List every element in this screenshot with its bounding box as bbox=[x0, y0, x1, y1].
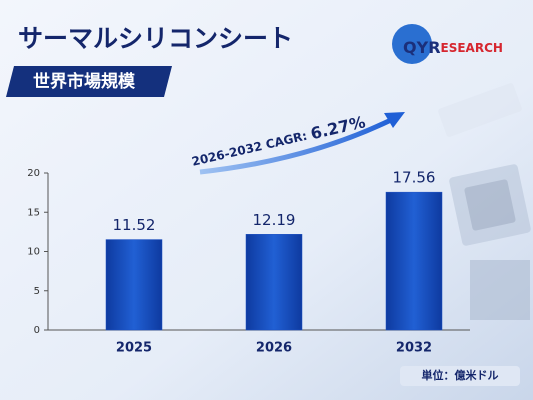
value-label: 12.19 bbox=[253, 211, 296, 229]
logo: QYRESEARCH bbox=[403, 38, 503, 57]
cagr-arrow bbox=[199, 115, 397, 175]
y-tick-label: 10 bbox=[27, 247, 40, 258]
unit-label: 単位：億米ドル bbox=[422, 368, 499, 382]
x-tick-label: 2026 bbox=[256, 341, 292, 356]
y-tick-label: 5 bbox=[34, 286, 40, 297]
y-tick-label: 20 bbox=[27, 168, 40, 179]
bar bbox=[245, 234, 303, 331]
subtitle-banner bbox=[6, 66, 172, 97]
logo-primary: QYR bbox=[403, 38, 441, 57]
cagr-arrowhead bbox=[384, 112, 405, 128]
value-label: 17.56 bbox=[393, 169, 436, 187]
x-tick-label: 2032 bbox=[396, 341, 432, 356]
x-tick-label: 2025 bbox=[116, 341, 152, 356]
chart-title: サーマルシリコンシート bbox=[18, 24, 293, 53]
subtitle: 世界市場規模 bbox=[33, 71, 136, 92]
value-label: 11.52 bbox=[113, 216, 156, 234]
y-tick-label: 0 bbox=[34, 325, 40, 336]
logo-globe bbox=[392, 24, 432, 64]
unit-box bbox=[400, 366, 520, 386]
decor-chips bbox=[438, 83, 531, 320]
y-tick-label: 15 bbox=[27, 207, 40, 218]
bar bbox=[385, 191, 443, 331]
logo-secondary: ESEARCH bbox=[441, 41, 503, 55]
bar bbox=[105, 239, 163, 331]
